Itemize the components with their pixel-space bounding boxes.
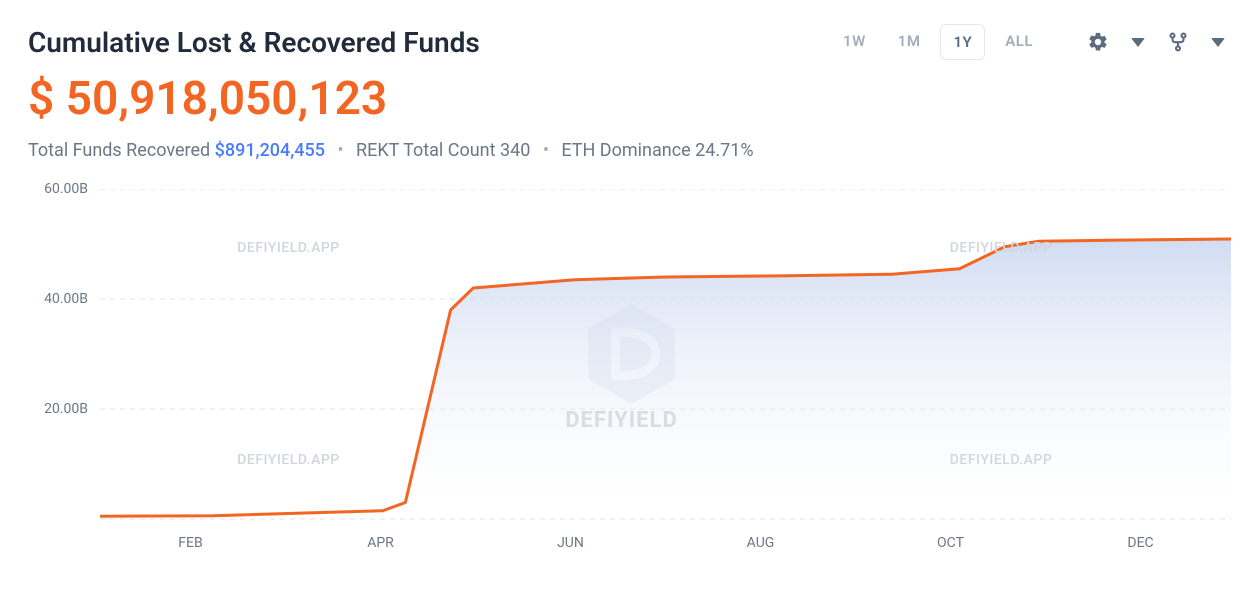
recovered-amount: $891,204,455 xyxy=(215,140,325,161)
eth-dom-value: 24.71% xyxy=(695,140,753,161)
range-1m[interactable]: 1M xyxy=(886,24,933,60)
time-range-group: 1W1M1YALL xyxy=(831,24,1045,60)
watermark-text: DEFIYIELD.APP xyxy=(950,452,1052,468)
chart-area: 20.00B40.00B60.00BFEBAPRJUNAUGOCTDECDEFI… xyxy=(28,189,1231,569)
rekt-count-value: 340 xyxy=(500,140,530,161)
y-tick-label: 60.00B xyxy=(28,181,88,197)
recovered-label: Total Funds Recovered xyxy=(28,140,210,161)
range-1w[interactable]: 1W xyxy=(831,24,878,60)
controls-bar: 1W1M1YALL xyxy=(831,24,1231,60)
rekt-count-label: REKT Total Count xyxy=(356,140,496,161)
gear-icon[interactable] xyxy=(1085,29,1111,55)
caret-down-icon-2[interactable] xyxy=(1205,29,1231,55)
x-tick-label: FEB xyxy=(178,535,202,551)
stats-row: Total Funds Recovered $891,204,455 • REK… xyxy=(28,140,1231,161)
center-watermark: DEFIYIELD xyxy=(565,408,678,433)
fork-icon[interactable] xyxy=(1165,29,1191,55)
eth-dom-label: ETH Dominance xyxy=(561,140,690,161)
y-tick-label: 40.00B xyxy=(28,291,88,307)
caret-down-icon[interactable] xyxy=(1125,29,1151,55)
x-tick-label: AUG xyxy=(747,535,775,551)
watermark-text: DEFIYIELD.APP xyxy=(237,240,339,256)
range-1y[interactable]: 1Y xyxy=(940,24,985,60)
separator: • xyxy=(543,140,549,161)
watermark-text: DEFIYIELD.APP xyxy=(950,240,1052,256)
x-tick-label: DEC xyxy=(1127,535,1153,551)
main-value: $ 50,918,050,123 xyxy=(28,72,1231,126)
range-all[interactable]: ALL xyxy=(993,24,1045,60)
x-tick-label: JUN xyxy=(557,535,584,551)
watermark-text: DEFIYIELD.APP xyxy=(237,452,339,468)
separator: • xyxy=(337,140,343,161)
x-tick-label: OCT xyxy=(937,535,964,551)
y-tick-label: 20.00B xyxy=(28,401,88,417)
page-title: Cumulative Lost & Recovered Funds xyxy=(28,26,480,59)
x-tick-label: APR xyxy=(367,535,394,551)
